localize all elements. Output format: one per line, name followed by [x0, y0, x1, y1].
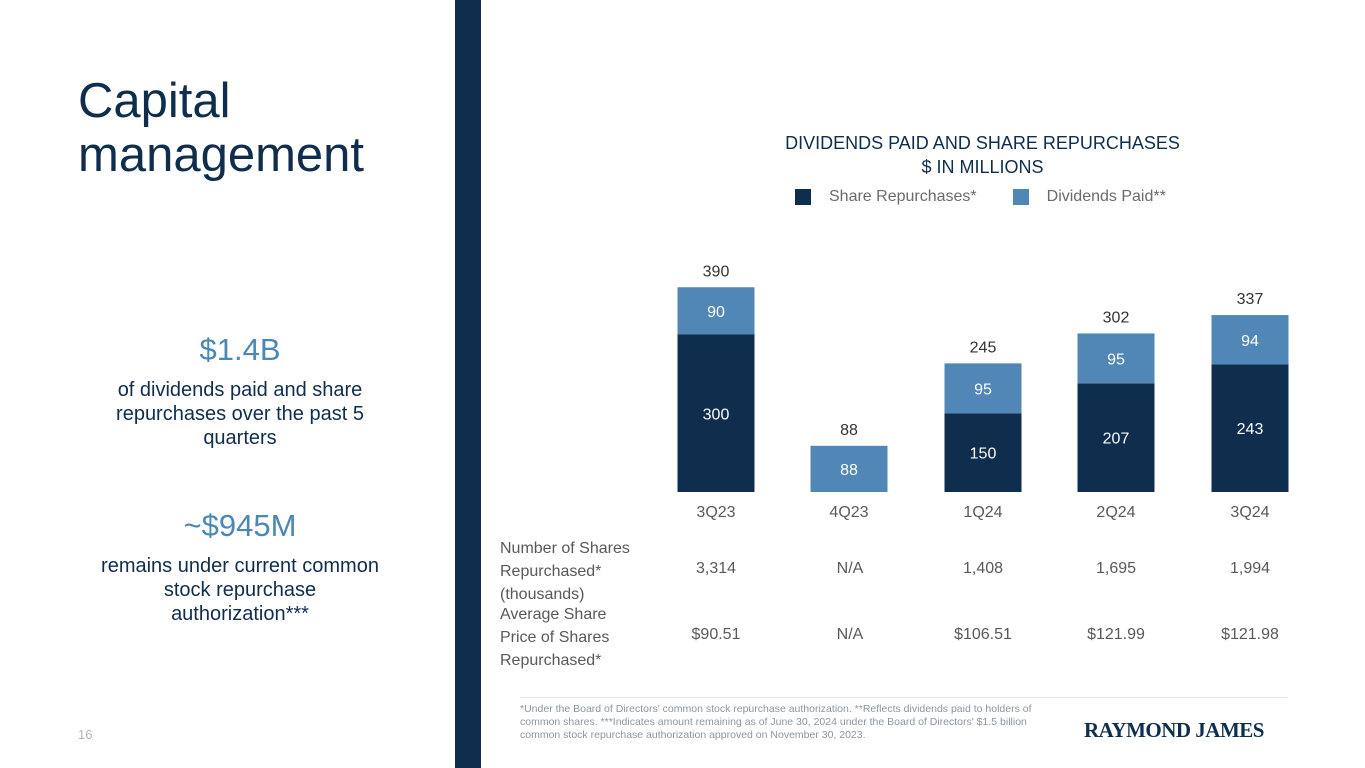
stat-value: ~$945M — [183, 508, 297, 543]
bar-value-label: 90 — [707, 304, 725, 321]
x-tick-label: 4Q23 — [829, 504, 868, 521]
legend-item-share-repurchases: Share Repurchases* — [795, 188, 977, 206]
bar-value-label: 300 — [703, 406, 730, 423]
bar-value-label: 88 — [840, 462, 858, 479]
bar-total-label: 390 — [703, 263, 730, 280]
x-tick-label: 3Q23 — [696, 504, 735, 521]
row-header-line: Price of Shares — [500, 629, 610, 646]
table-row-header-price: Average Share Price of Shares Repurchase… — [500, 603, 660, 672]
table-cell: N/A — [836, 560, 864, 577]
bar-total-label: 337 — [1237, 291, 1264, 308]
page-title: Capital management — [78, 74, 398, 182]
stat-value: $1.4B — [199, 332, 281, 367]
bar-value-label: 94 — [1241, 333, 1259, 350]
row-header-line: Repurchased* — [500, 563, 602, 580]
bar-share-repurchases — [1211, 364, 1289, 492]
x-tick-label: 1Q24 — [963, 504, 1002, 521]
bar-total-label: 245 — [970, 339, 997, 356]
bar-value-label: 95 — [1107, 351, 1125, 368]
bar-share-repurchases — [677, 334, 755, 492]
page-number: 16 — [78, 727, 93, 742]
table-cell: $121.99 — [1087, 626, 1145, 643]
bar-value-label: 207 — [1103, 431, 1130, 448]
row-header-line: Average Share — [500, 606, 607, 623]
table-cell: $121.98 — [1221, 626, 1279, 643]
bar-value-label: 150 — [970, 446, 997, 463]
stat-description: of dividends paid and share repurchases … — [116, 379, 364, 449]
bar-dividends-paid — [1211, 315, 1289, 365]
bar-dividends-paid — [810, 445, 888, 492]
bar-total-label: 302 — [1103, 309, 1130, 326]
bar-value-label: 243 — [1237, 421, 1264, 438]
page-title-text: Capital management — [78, 74, 365, 182]
table-cell: 1,695 — [1095, 560, 1137, 577]
chart-legend: Share Repurchases* Dividends Paid** — [795, 188, 1202, 206]
bar-share-repurchases — [944, 413, 1022, 492]
table-cell: N/A — [836, 626, 864, 643]
footnote: *Under the Board of Directors' common st… — [520, 703, 1032, 741]
legend-item-dividends-paid: Dividends Paid** — [1012, 188, 1166, 206]
chart-title-text: DIVIDENDS PAID AND SHARE REPURCHASES — [785, 133, 1180, 153]
stat-dividends-repurchases: $1.4B of dividends paid and share repurc… — [90, 332, 390, 450]
bar-dividends-paid — [677, 287, 755, 335]
table-row-header-shares: Number of Shares Repurchased* (thousands… — [500, 537, 660, 606]
row-header-line: (thousands) — [500, 586, 585, 603]
table-cell: 1,408 — [962, 560, 1004, 577]
table-cell: $90.51 — [691, 626, 741, 643]
table-cell: 3,314 — [695, 560, 737, 577]
stat-description: remains under current common stock repur… — [101, 555, 379, 625]
legend-swatch — [795, 189, 811, 205]
bar-value-label: 95 — [974, 381, 992, 398]
x-tick-label: 2Q24 — [1096, 504, 1135, 521]
chart-subtitle: $ IN MILLIONS — [921, 157, 1044, 177]
legend-label: Share Repurchases* — [829, 188, 977, 205]
table-cell: $106.51 — [954, 626, 1012, 643]
divider-bar — [455, 0, 481, 768]
x-tick-label: 3Q24 — [1230, 504, 1269, 521]
table-cell: 1,994 — [1229, 560, 1271, 577]
stat-remaining-authorization: ~$945M remains under current common stoc… — [90, 508, 390, 626]
legend-label: Dividends Paid** — [1046, 188, 1166, 205]
legend-swatch — [1012, 189, 1029, 205]
bar-dividends-paid — [1077, 333, 1155, 384]
raymond-james-logo: RAYMOND JAMES — [1084, 718, 1264, 742]
bar-dividends-paid — [944, 363, 1022, 414]
row-header-line: Repurchased* — [500, 652, 602, 669]
bar-share-repurchases — [1077, 383, 1155, 492]
row-header-line: Number of Shares — [500, 540, 630, 557]
bar-total-label: 88 — [840, 422, 858, 439]
chart-title: DIVIDENDS PAID AND SHARE REPURCHASES $ I… — [700, 131, 1265, 179]
footnote-divider — [520, 697, 1288, 698]
